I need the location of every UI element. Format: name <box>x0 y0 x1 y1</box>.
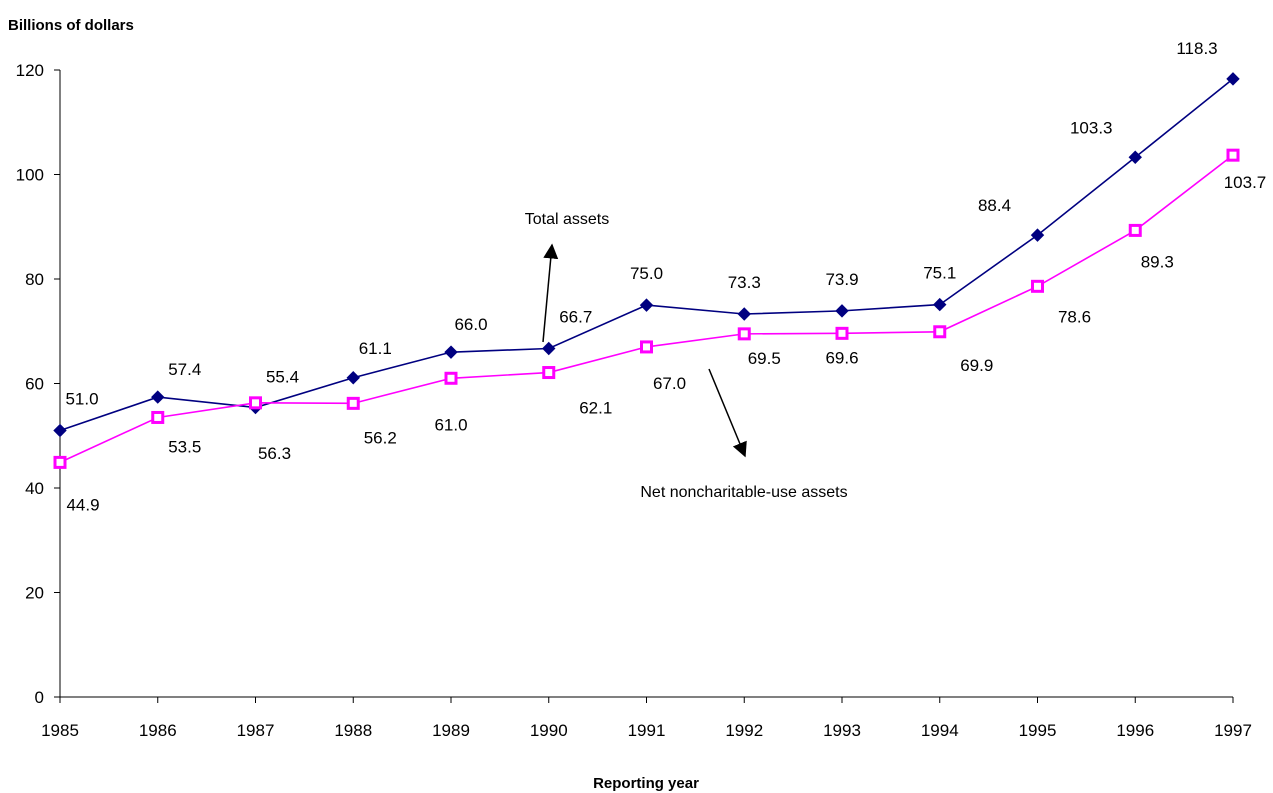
data-label-net-noncharitable: 61.0 <box>434 415 467 434</box>
data-label-total-assets: 103.3 <box>1070 118 1113 137</box>
y-tick-label: 0 <box>35 688 44 707</box>
data-label-total-assets: 88.4 <box>978 196 1011 215</box>
y-ticks: 0 20 40 60 80 100 120 <box>16 61 60 707</box>
y-axis-title: Billions of dollars <box>8 17 134 34</box>
y-tick-label: 80 <box>25 270 44 289</box>
marker-net-noncharitable <box>346 396 360 410</box>
x-ticks: 1985 1986 1987 1988 1989 1990 1991 1992 1993 1994… <box>41 697 1252 740</box>
data-label-total-assets: 57.4 <box>168 360 201 379</box>
y-tick-label: 60 <box>25 375 44 394</box>
x-tick-label: 1990 <box>530 721 568 740</box>
data-label-net-noncharitable: 103.7 <box>1224 173 1267 192</box>
marker-total-assets <box>444 345 458 359</box>
data-label-total-assets: 51.0 <box>65 390 98 409</box>
marker-total-assets <box>737 307 751 321</box>
marker-net-noncharitable <box>151 410 165 424</box>
data-label-net-noncharitable: 78.6 <box>1058 307 1091 326</box>
data-label-net-noncharitable: 89.3 <box>1141 252 1174 271</box>
x-axis-title: Reporting year <box>593 775 699 792</box>
marker-total-assets <box>346 371 360 385</box>
x-tick-label: 1994 <box>921 721 959 740</box>
marker-net-noncharitable <box>933 325 947 339</box>
annotation-arrow-total-assets <box>542 243 559 343</box>
x-tick-label: 1996 <box>1116 721 1154 740</box>
data-label-net-noncharitable: 67.0 <box>653 374 686 393</box>
x-tick-label: 1985 <box>41 721 79 740</box>
marker-net-noncharitable <box>249 396 262 410</box>
data-label-net-noncharitable: 56.2 <box>364 428 397 447</box>
x-tick-label: 1997 <box>1214 721 1252 740</box>
data-label-total-assets: 73.9 <box>825 270 858 289</box>
marker-total-assets <box>1226 72 1240 86</box>
data-label-net-noncharitable: 62.1 <box>579 399 612 418</box>
x-tick-label: 1987 <box>237 721 275 740</box>
marker-net-noncharitable <box>737 327 751 341</box>
y-tick-label: 20 <box>25 584 44 603</box>
x-tick-label: 1991 <box>628 721 666 740</box>
annotations: Total assets Net noncharitable-use asset… <box>525 211 848 501</box>
data-label-total-assets: 118.3 <box>1176 39 1217 58</box>
data-label-total-assets: 75.0 <box>630 264 663 283</box>
data-label-total-assets: 61.1 <box>359 339 392 358</box>
x-tick-label: 1988 <box>334 721 372 740</box>
x-tick-label: 1989 <box>432 721 470 740</box>
marker-net-noncharitable <box>53 455 67 469</box>
y-tick-label: 100 <box>16 166 44 185</box>
annotation-arrow-net-noncharitable <box>708 368 747 458</box>
y-tick-label: 40 <box>25 479 44 498</box>
annotation-total-assets: Total assets <box>525 211 609 228</box>
marker-net-noncharitable <box>640 340 653 354</box>
series-line-total-assets <box>59 78 1234 432</box>
marker-total-assets <box>933 297 947 312</box>
x-tick-label: 1993 <box>823 721 861 740</box>
marker-total-assets <box>151 390 165 404</box>
marker-net-noncharitable <box>542 366 556 380</box>
marker-total-assets <box>53 423 67 438</box>
data-label-net-noncharitable: 56.3 <box>258 444 291 463</box>
annotation-net-noncharitable: Net noncharitable-use assets <box>640 484 847 501</box>
marker-total-assets <box>639 298 654 312</box>
x-tick-label: 1995 <box>1019 721 1057 740</box>
x-tick-label: 1992 <box>725 721 763 740</box>
data-label-total-assets: 66.0 <box>454 315 487 334</box>
marker-net-noncharitable <box>1128 223 1142 237</box>
marker-total-assets <box>542 341 556 356</box>
marker-net-noncharitable <box>1031 279 1044 293</box>
y-tick-label: 120 <box>16 61 44 80</box>
marker-total-assets <box>1128 150 1142 164</box>
data-label-net-noncharitable: 53.5 <box>168 437 201 456</box>
marker-net-noncharitable <box>835 326 849 340</box>
data-label-total-assets: 66.7 <box>559 307 592 326</box>
data-label-total-assets: 55.4 <box>266 368 299 387</box>
data-label-net-noncharitable: 69.5 <box>748 349 781 368</box>
marker-net-noncharitable <box>444 371 458 385</box>
axes <box>59 70 1233 698</box>
x-tick-label: 1986 <box>139 721 177 740</box>
data-label-net-noncharitable: 69.9 <box>960 356 993 375</box>
data-label-net-noncharitable: 69.6 <box>825 348 858 367</box>
series-markers <box>53 72 1240 469</box>
marker-total-assets <box>1030 228 1045 242</box>
data-label-total-assets: 75.1 <box>923 264 956 283</box>
data-labels: 51.0 57.4 55.4 61.1 66.0 66.7 75.0 73.3 73.9 75.1… <box>65 39 1266 515</box>
data-label-net-noncharitable: 44.9 <box>66 495 99 514</box>
marker-net-noncharitable <box>1226 148 1240 162</box>
data-label-total-assets: 73.3 <box>728 273 761 292</box>
marker-total-assets <box>835 304 849 318</box>
